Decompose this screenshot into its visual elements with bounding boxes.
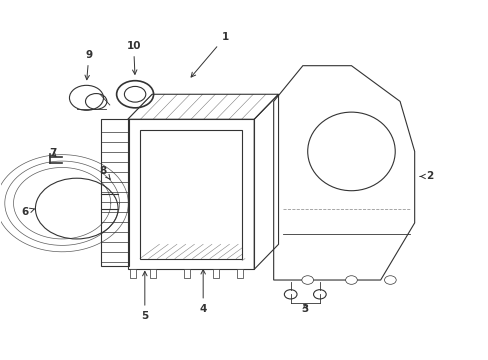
Circle shape xyxy=(301,276,313,284)
Text: 1: 1 xyxy=(191,32,228,77)
Circle shape xyxy=(384,276,395,284)
Text: 2: 2 xyxy=(419,171,432,181)
Text: 3: 3 xyxy=(301,303,308,314)
Bar xyxy=(212,269,218,278)
Bar xyxy=(140,130,242,258)
Text: 5: 5 xyxy=(141,271,148,321)
Text: 10: 10 xyxy=(126,41,141,74)
Bar xyxy=(130,269,136,278)
Text: 9: 9 xyxy=(85,50,92,80)
Circle shape xyxy=(313,290,325,299)
Bar xyxy=(237,269,243,278)
Bar xyxy=(101,119,129,266)
Text: 7: 7 xyxy=(49,148,56,158)
Circle shape xyxy=(345,276,357,284)
Bar xyxy=(149,269,155,278)
Text: 4: 4 xyxy=(199,270,206,314)
Text: 6: 6 xyxy=(21,207,34,217)
Bar xyxy=(183,269,189,278)
Text: 8: 8 xyxy=(100,166,110,179)
Circle shape xyxy=(284,290,296,299)
Bar xyxy=(127,119,254,269)
